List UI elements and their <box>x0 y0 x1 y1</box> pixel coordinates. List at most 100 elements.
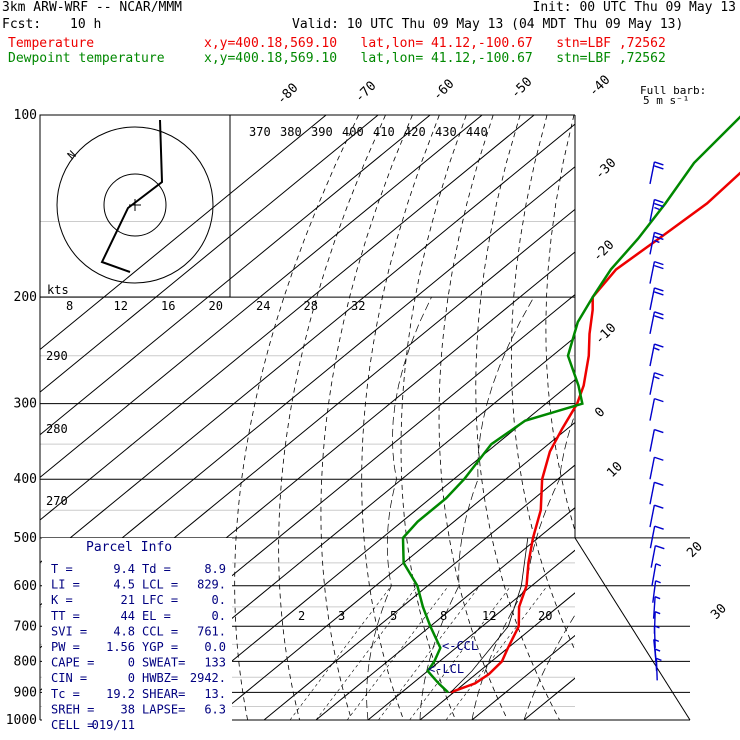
dry-adiabat <box>511 115 575 652</box>
mixing-ratio-label: 5 <box>390 609 397 623</box>
isotherm-label-right: 10 <box>604 459 626 481</box>
hodograph-speed-label: 24 <box>256 299 270 313</box>
parcel-info-key: TT = <box>51 609 80 623</box>
parcel-info-value2: 6.3 <box>204 702 226 716</box>
parcel-info-title: Parcel Info <box>86 540 172 555</box>
parcel-info-key: CIN = <box>51 671 87 685</box>
wind-barb-flag <box>654 372 664 377</box>
parcel-info-value2: 761. <box>197 624 226 638</box>
parcel-info-value: 4.5 <box>113 578 135 592</box>
hodograph-kts-label: kts <box>47 283 69 297</box>
theta-side-label: 280 <box>46 422 68 436</box>
wind-barb-staff <box>652 580 657 603</box>
parcel-info-key2: EL = <box>142 609 171 623</box>
parcel-info-value2: 0. <box>212 593 226 607</box>
pressure-tick-label: 500 <box>14 531 37 546</box>
dry-adiabat <box>438 115 508 720</box>
moist-adiabat <box>523 614 575 720</box>
wind-barb-flag <box>654 161 664 166</box>
dry-adiabat <box>278 115 386 720</box>
mixing-ratio-line <box>409 585 512 720</box>
wind-barb-half <box>654 347 660 351</box>
temperature-profile <box>450 171 740 694</box>
wind-barb-staff <box>655 658 658 681</box>
isotherm-line <box>263 464 575 720</box>
parcel-info-value2: 829. <box>197 578 226 592</box>
dry-adiabat <box>733 115 740 720</box>
parcel-info-value: 0 <box>128 671 135 685</box>
theta-label: 410 <box>373 125 395 139</box>
wind-barb-staff <box>649 287 656 311</box>
isotherm-label-right: -20 <box>590 238 617 265</box>
wind-barb-half <box>654 611 661 615</box>
wind-barb-staff <box>649 429 656 452</box>
theta-label: 420 <box>404 125 426 139</box>
forecast-hour: 10 h <box>70 17 102 32</box>
wind-barb-staff <box>650 545 657 568</box>
wind-barb-half <box>654 239 660 244</box>
legend-temperature: Temperature <box>8 36 95 51</box>
isotherm-label: -40 <box>586 73 613 100</box>
wind-barb-staff <box>649 398 656 421</box>
hodograph-speed-label: 16 <box>161 299 175 313</box>
isotherm-line <box>367 549 575 720</box>
parcel-info-value: 9.4 <box>113 562 135 576</box>
parcel-info-value2: 0. <box>212 609 226 623</box>
parcel-info-value: 4.8 <box>113 624 135 638</box>
wind-barb-flag <box>654 504 664 509</box>
wind-barb-staff <box>649 232 656 255</box>
dry-adiabat <box>475 115 560 720</box>
wind-barb-flag <box>654 202 664 208</box>
barb-legend-line1: Full barb: <box>640 84 706 97</box>
wind-barb-staff <box>649 372 656 395</box>
isotherm-label: -70 <box>352 79 379 106</box>
lcl-label: <-LCL <box>428 662 464 676</box>
parcel-info-key: LI = <box>51 578 80 592</box>
theta-side-label: 290 <box>46 349 68 363</box>
dry-adiabat <box>674 115 740 720</box>
parcel-info-key2: CCL = <box>142 624 178 638</box>
isotherm-line <box>471 634 575 720</box>
wind-barb-half <box>655 580 661 584</box>
wind-barb-flag <box>654 397 664 403</box>
moist-adiabat <box>419 296 535 720</box>
dry-adiabat <box>234 115 359 720</box>
parcel-info-key: T = <box>51 562 73 576</box>
wind-barb-half <box>653 638 660 643</box>
wind-barb-half <box>654 648 661 652</box>
isotherm-line <box>628 115 740 720</box>
parcel-info-value2: 8.9 <box>204 562 226 576</box>
isotherm-line <box>40 123 575 564</box>
isotherm-line <box>40 115 535 521</box>
wind-barb-staff <box>649 482 656 505</box>
hodograph-speed-label: 32 <box>351 299 365 313</box>
parcel-info-value2: 2942. <box>190 671 226 685</box>
parcel-info-value: 0 <box>128 656 135 670</box>
location-line-temp: x,y=400.18,569.10 lat,lon= 41.12,-100.67… <box>204 36 666 51</box>
hodograph-speed-label: 28 <box>304 299 318 313</box>
parcel-info-value: 1.56 <box>106 640 135 654</box>
parcel-info-key: SVI = <box>51 624 87 638</box>
pressure-tick-label: 100 <box>14 108 37 123</box>
isotherm-line <box>523 677 575 720</box>
dry-adiabat <box>704 115 740 720</box>
pressure-tick-label: 400 <box>14 472 37 487</box>
theta-label: 370 <box>249 125 271 139</box>
wind-barb-half <box>654 625 660 629</box>
dry-adiabat <box>643 115 740 720</box>
parcel-info-key: Tc = <box>51 687 80 701</box>
dewpoint-profile <box>401 115 740 694</box>
parcel-info-value2: 13. <box>204 687 226 701</box>
pressure-tick-label: 800 <box>14 654 37 669</box>
dry-adiabat <box>612 115 740 720</box>
hodograph-trace <box>100 119 164 273</box>
isotherm-line <box>315 507 575 720</box>
wind-barb-half <box>654 376 660 380</box>
isotherm-line <box>40 115 431 436</box>
wind-barb-flag <box>654 260 664 266</box>
isotherm-line <box>40 115 379 393</box>
wind-barb-staff <box>649 199 656 222</box>
isotherm-line <box>680 115 740 720</box>
wind-barb-flag <box>654 287 664 292</box>
wind-barb-staff <box>649 457 656 480</box>
